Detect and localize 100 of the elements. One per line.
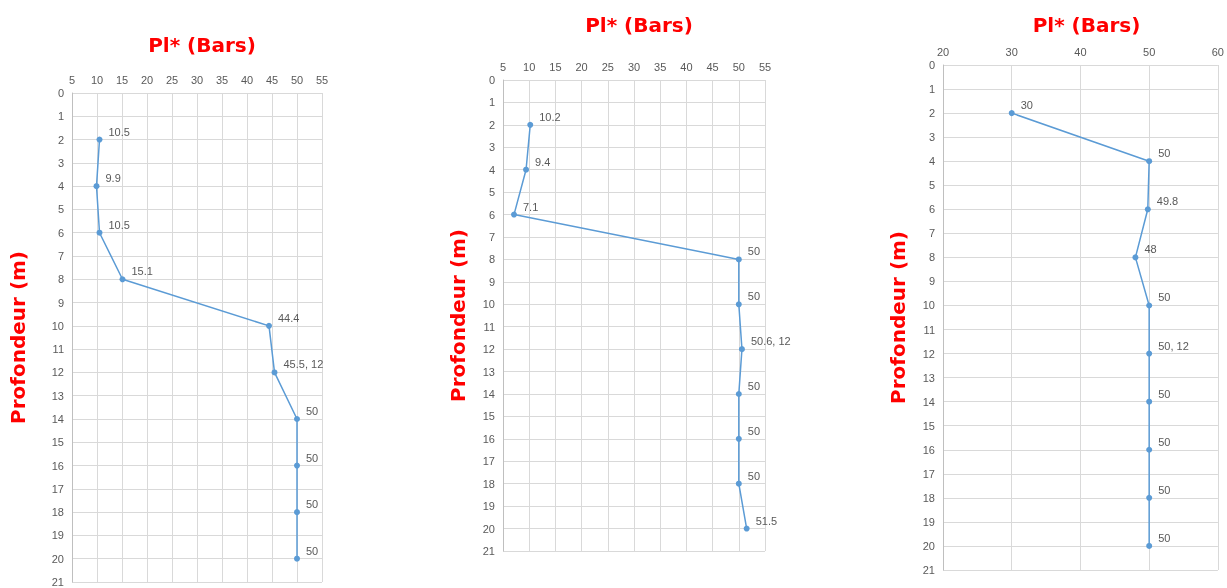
x-tick-label: 55: [315, 73, 329, 86]
y-tick-label: 20: [51, 552, 64, 565]
y-tick-label: 5: [928, 179, 935, 192]
y-tick-label: 3: [488, 141, 495, 154]
y-tick-label: 13: [922, 371, 935, 384]
y-tick-label: 0: [928, 59, 935, 71]
x-tick-label: 35: [654, 60, 667, 73]
y-tick-label: 20: [922, 539, 935, 552]
y-tick-label: 19: [51, 529, 64, 542]
x-tick-label: 50: [1143, 45, 1156, 58]
data-label: 48: [1144, 243, 1157, 256]
data-label: 15.1: [131, 265, 153, 278]
y-tick-label: 7: [488, 231, 495, 243]
data-label: 50: [747, 469, 761, 482]
y-tick-label: 11: [483, 320, 495, 333]
y-tick-label: 1: [488, 96, 495, 109]
data-label: 45.5, 12: [283, 358, 324, 371]
x-tick-label: 25: [165, 73, 179, 86]
x-tick-label: 20: [936, 45, 950, 58]
y-tick-label: 14: [922, 395, 935, 408]
data-label: 50: [1158, 291, 1171, 304]
y-tick-label: 4: [488, 163, 495, 176]
y-tick-label: 4: [57, 180, 64, 193]
y-tick-label: 19: [482, 500, 495, 513]
y-tick-label: 19: [922, 515, 935, 528]
data-label: 7.1: [523, 200, 539, 213]
x-tick-label: 30: [1005, 45, 1018, 58]
y-tick-label: 12: [922, 347, 935, 360]
y-tick-label: 8: [57, 273, 64, 286]
chart-title: Pl* (Bars): [585, 13, 693, 37]
y-tick-label: 0: [57, 87, 64, 99]
data-label: 50: [747, 424, 761, 437]
data-label: 50: [747, 290, 761, 303]
data-label: 50: [306, 544, 319, 557]
y-tick-label: 16: [922, 443, 935, 456]
y-tick-label: 18: [51, 506, 64, 519]
x-tick-label: 15: [549, 60, 562, 73]
data-label: 50.6, 12: [750, 335, 791, 348]
x-tick-label: 10: [523, 60, 536, 73]
data-label: 50: [747, 245, 761, 258]
y-tick-label: 9: [928, 275, 935, 288]
data-label: 30: [1020, 99, 1033, 112]
y-tick-label: 14: [482, 388, 495, 400]
y-tick-label: 12: [51, 366, 64, 379]
x-tick-label: 30: [627, 60, 641, 73]
y-tick-label: 15: [51, 436, 64, 449]
y-tick-label: 2: [928, 107, 935, 120]
data-label: 10.5: [108, 125, 130, 138]
y-tick-label: 10: [922, 299, 935, 312]
y-tick-label: 9: [57, 296, 64, 309]
data-label: 44.4: [278, 311, 300, 324]
y-tick-label: 14: [51, 413, 64, 425]
y-tick-label: 21: [51, 576, 64, 588]
data-label: 50: [1158, 531, 1171, 544]
y-tick-label: 1: [928, 83, 935, 96]
y-tick-label: 1: [57, 110, 64, 123]
data-label: 50: [306, 498, 319, 511]
data-label: 50: [1158, 147, 1171, 160]
y-axis-title: Profondeur (m): [6, 250, 30, 425]
y-tick-label: 9: [488, 275, 495, 288]
x-tick-label: 55: [758, 60, 772, 73]
y-tick-label: 2: [488, 118, 495, 131]
x-tick-label: 45: [706, 60, 719, 73]
data-label: 50: [1158, 435, 1171, 448]
y-tick-label: 0: [488, 74, 495, 86]
data-label: 10.2: [539, 110, 561, 123]
chart-title: Pl* (Bars): [1032, 13, 1141, 37]
y-axis-title: Profondeur (m): [446, 228, 470, 403]
y-tick-label: 3: [57, 156, 64, 169]
y-tick-label: 16: [51, 459, 64, 472]
x-tick-label: 10: [90, 73, 104, 86]
y-tick-label: 8: [928, 251, 935, 264]
x-tick-label: 20: [575, 60, 588, 73]
data-label: 50: [747, 380, 761, 392]
y-tick-label: 20: [482, 522, 495, 535]
chart-title: Pl* (Bars): [148, 33, 256, 57]
y-tick-label: 21: [922, 564, 935, 576]
y-tick-label: 13: [482, 365, 495, 378]
y-tick-label: 6: [928, 203, 935, 216]
y-tick-label: 17: [51, 482, 64, 495]
y-tick-label: 21: [482, 545, 495, 557]
x-tick-label: 15: [115, 73, 129, 86]
y-tick-label: 10: [482, 298, 495, 311]
y-tick-label: 5: [488, 186, 495, 199]
data-label: 50: [306, 405, 319, 417]
y-tick-label: 6: [488, 208, 495, 221]
data-label: 51.5: [755, 514, 778, 527]
y-tick-label: 11: [52, 343, 64, 356]
x-tick-label: 5: [499, 60, 507, 73]
y-tick-label: 2: [57, 133, 64, 146]
x-tick-label: 20: [140, 73, 154, 86]
x-tick-label: 40: [1074, 45, 1087, 58]
y-tick-label: 15: [922, 419, 935, 432]
y-tick-label: 17: [482, 455, 495, 468]
y-tick-label: 7: [928, 227, 935, 240]
x-tick-label: 60: [1211, 45, 1225, 58]
y-tick-label: 13: [51, 389, 64, 402]
x-tick-label: 25: [601, 60, 614, 73]
y-axis-title: Profondeur (m): [886, 230, 910, 405]
data-label: 10.5: [108, 218, 130, 231]
